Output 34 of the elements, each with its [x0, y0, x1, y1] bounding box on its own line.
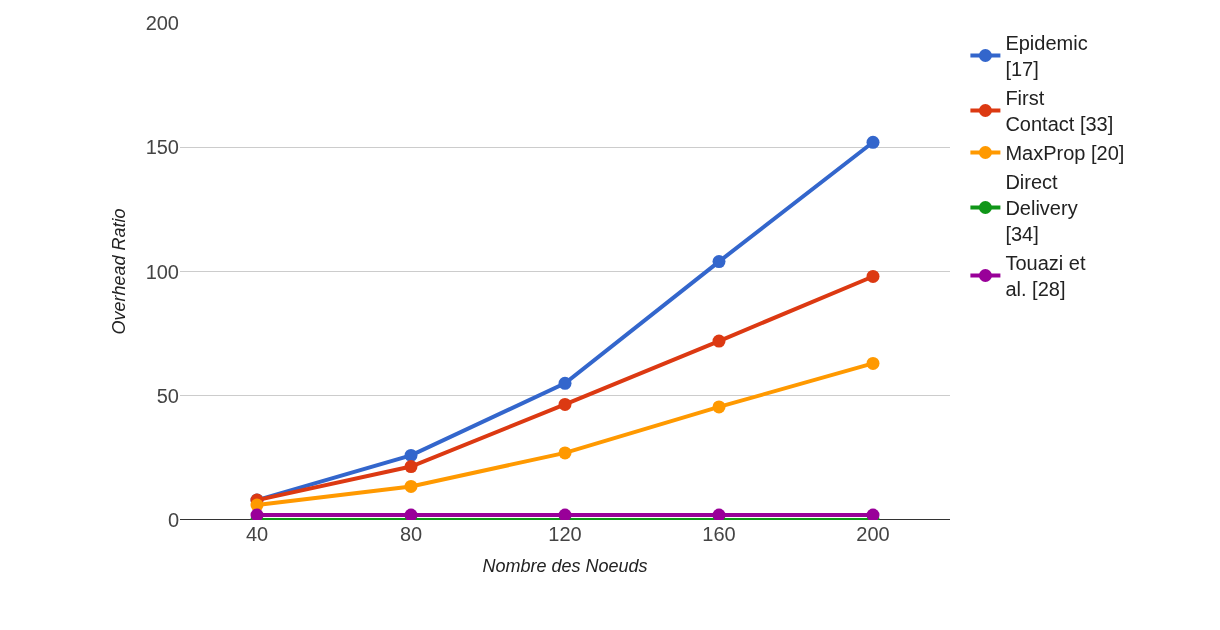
point: [866, 135, 880, 149]
point: [558, 376, 572, 390]
point: [866, 356, 880, 370]
y-tick-label: 200: [145, 12, 179, 34]
point: [404, 448, 418, 462]
point: [712, 400, 726, 414]
point: [558, 446, 572, 460]
x-tick-label: 80: [399, 523, 423, 545]
x-axis-title: Nombre des Noeuds: [482, 556, 648, 577]
y-tick-label: 50: [156, 384, 179, 407]
legend-label: Direct Delivery [34]: [1005, 171, 1078, 246]
point: [558, 508, 572, 520]
point: [404, 508, 418, 520]
y-tick-label: 100: [145, 260, 179, 283]
point: [712, 508, 726, 520]
legend-label: First Contact [33]: [1005, 87, 1114, 136]
x-tick-label: 120: [548, 523, 582, 545]
y-axis-title: Overhead Ratio: [108, 208, 129, 335]
x-tick-label: 200: [856, 523, 890, 545]
legend-label: MaxProp [20]: [1005, 142, 1125, 165]
x-tick-label: 40: [245, 523, 269, 545]
legend-label: Touazi et al. [28]: [1005, 252, 1086, 301]
point: [712, 334, 726, 348]
point: [712, 255, 726, 269]
point: [404, 479, 418, 493]
point: [558, 397, 572, 411]
x-tick-label: 160: [702, 523, 736, 545]
y-tick-label: 150: [145, 136, 179, 159]
legend-label: Epidemic [17]: [1005, 32, 1088, 81]
point: [404, 460, 418, 474]
y-tick-label: 0: [167, 509, 179, 531]
point: [866, 269, 880, 283]
point: [250, 508, 264, 520]
point: [866, 508, 880, 520]
